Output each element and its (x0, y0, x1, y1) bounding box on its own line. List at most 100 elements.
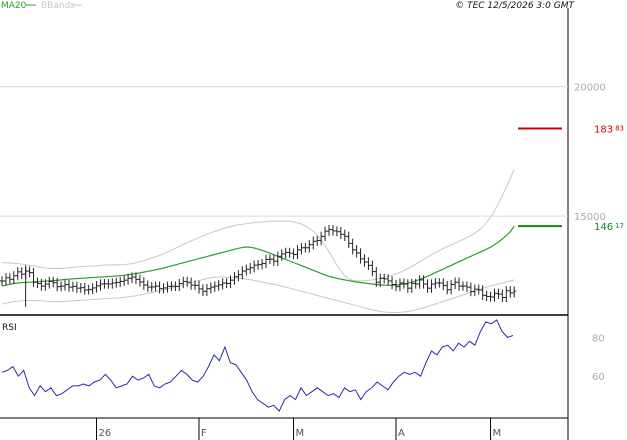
ohlc-bar (480, 285, 485, 301)
gridlines (0, 86, 568, 217)
ohlc-bar (220, 278, 225, 290)
chart-frame (0, 7, 569, 440)
ohlc-bar (157, 281, 162, 294)
ohlc-bar (133, 272, 138, 285)
target-label: 183 83 (594, 125, 624, 136)
ohlc-bar (311, 236, 316, 250)
ohlc-bar (271, 254, 276, 266)
ohlc-bar (429, 279, 434, 293)
ohlc-bar (358, 248, 363, 264)
price-tick-label: 15000 (574, 212, 606, 223)
ohlc-bar (66, 279, 71, 292)
month-label: M (493, 428, 502, 439)
ohlc-bar (303, 243, 308, 253)
ohlc-bar (252, 260, 257, 273)
ohlc-bar (15, 267, 20, 281)
ohlc-bar (137, 274, 142, 287)
ohlc-bar (397, 278, 402, 292)
ohlc-bar (55, 278, 60, 292)
ohlc-bar (244, 264, 249, 276)
ohlc-bar (31, 267, 36, 287)
ohlc-bar (453, 277, 458, 290)
month-label: A (398, 428, 405, 439)
ohlc-bar (169, 281, 174, 292)
ohlc-bar (78, 282, 83, 293)
ohlc-bar (390, 276, 395, 290)
ohlc-bar (177, 278, 182, 292)
target-label: 146 17 (594, 222, 624, 233)
ohlc-bar (106, 279, 111, 289)
ohlc-bar (334, 226, 339, 237)
ohlc-bar (374, 266, 379, 287)
rsi-tick-label: 60 (592, 372, 605, 383)
ohlc-bar (291, 248, 296, 260)
ohlc-bar (354, 245, 359, 258)
ohlc-bar (346, 231, 351, 249)
ohlc-bar (130, 272, 135, 283)
ohlc-bar (51, 276, 56, 288)
ohlc-bar (512, 286, 517, 298)
chart-legend: MA20 BBands (1, 1, 82, 11)
ohlc-bar (350, 238, 355, 255)
ohlc-bar (417, 275, 422, 289)
ohlc-bar (299, 243, 304, 255)
ohlc-bar (370, 260, 375, 277)
ohlc-bar (441, 278, 446, 291)
ohlc-bar (161, 283, 166, 294)
ohlc-bar (19, 267, 24, 279)
rsi-title: RSI (2, 323, 17, 333)
ohlc-bar (59, 281, 64, 292)
ohlc-bar (260, 258, 265, 270)
ohlc-bar (330, 224, 335, 236)
rsi-panel: RSI (1, 319, 514, 412)
ohlc-bar (468, 282, 473, 297)
ohlc-bar (102, 279, 107, 289)
ohlc-bar (275, 251, 280, 266)
legend-bbands-label: BBands (41, 1, 75, 11)
ohlc-bar (90, 283, 95, 295)
ohlc-bar (208, 282, 213, 294)
ohlc-bar (3, 273, 8, 286)
month-label: F (201, 428, 207, 439)
ohlc-bar (126, 273, 131, 285)
ohlc-bar (185, 276, 190, 287)
ohlc-bar (378, 273, 383, 287)
ohlc-bar (472, 284, 477, 297)
ohlc-bar (315, 235, 320, 246)
ohlc-bar (362, 254, 367, 267)
ohlc-bar (118, 276, 123, 288)
ohlc-bar (236, 270, 241, 282)
ohlc-bar (500, 289, 505, 303)
ohlc-bar (173, 281, 178, 292)
ohlc-bar (200, 284, 205, 296)
ohlc-bar (338, 227, 343, 239)
ohlc-bar (98, 279, 103, 291)
ohlc-bar (197, 280, 201, 294)
ohlc-bar (39, 278, 44, 291)
ohlc-bar (421, 275, 426, 289)
ohlc-bar (449, 279, 454, 295)
ohlc-bar (413, 278, 418, 289)
copyright-notice: © TEC 12/5/2026 3:0 GMT (455, 1, 575, 11)
bollinger-bands (1, 169, 515, 313)
ohlc-bar (433, 278, 438, 289)
target-label-decimals: 83 (615, 125, 624, 133)
ohlc-bar (409, 278, 414, 293)
bband-upper-line (2, 169, 515, 282)
axis-ticks: 20000 15000 80 60 26 F M A M (96, 83, 606, 440)
ohlc-bar (366, 257, 371, 271)
ohlc-bar (492, 288, 497, 302)
ohlc-bar (323, 226, 328, 242)
ohlc-bar (145, 280, 150, 292)
ohlc-bar (212, 281, 217, 292)
ma20-path (1, 225, 515, 287)
ohlc-bar (153, 281, 158, 292)
legend-ma20-label: MA20 (1, 1, 27, 11)
bband-lower-line (1, 276, 515, 313)
ohlc-bar (248, 263, 253, 274)
ohlc-bar (224, 278, 229, 289)
ohlc-bar (141, 277, 146, 290)
ohlc-bar (405, 279, 410, 293)
ohlc-bar (27, 266, 32, 278)
